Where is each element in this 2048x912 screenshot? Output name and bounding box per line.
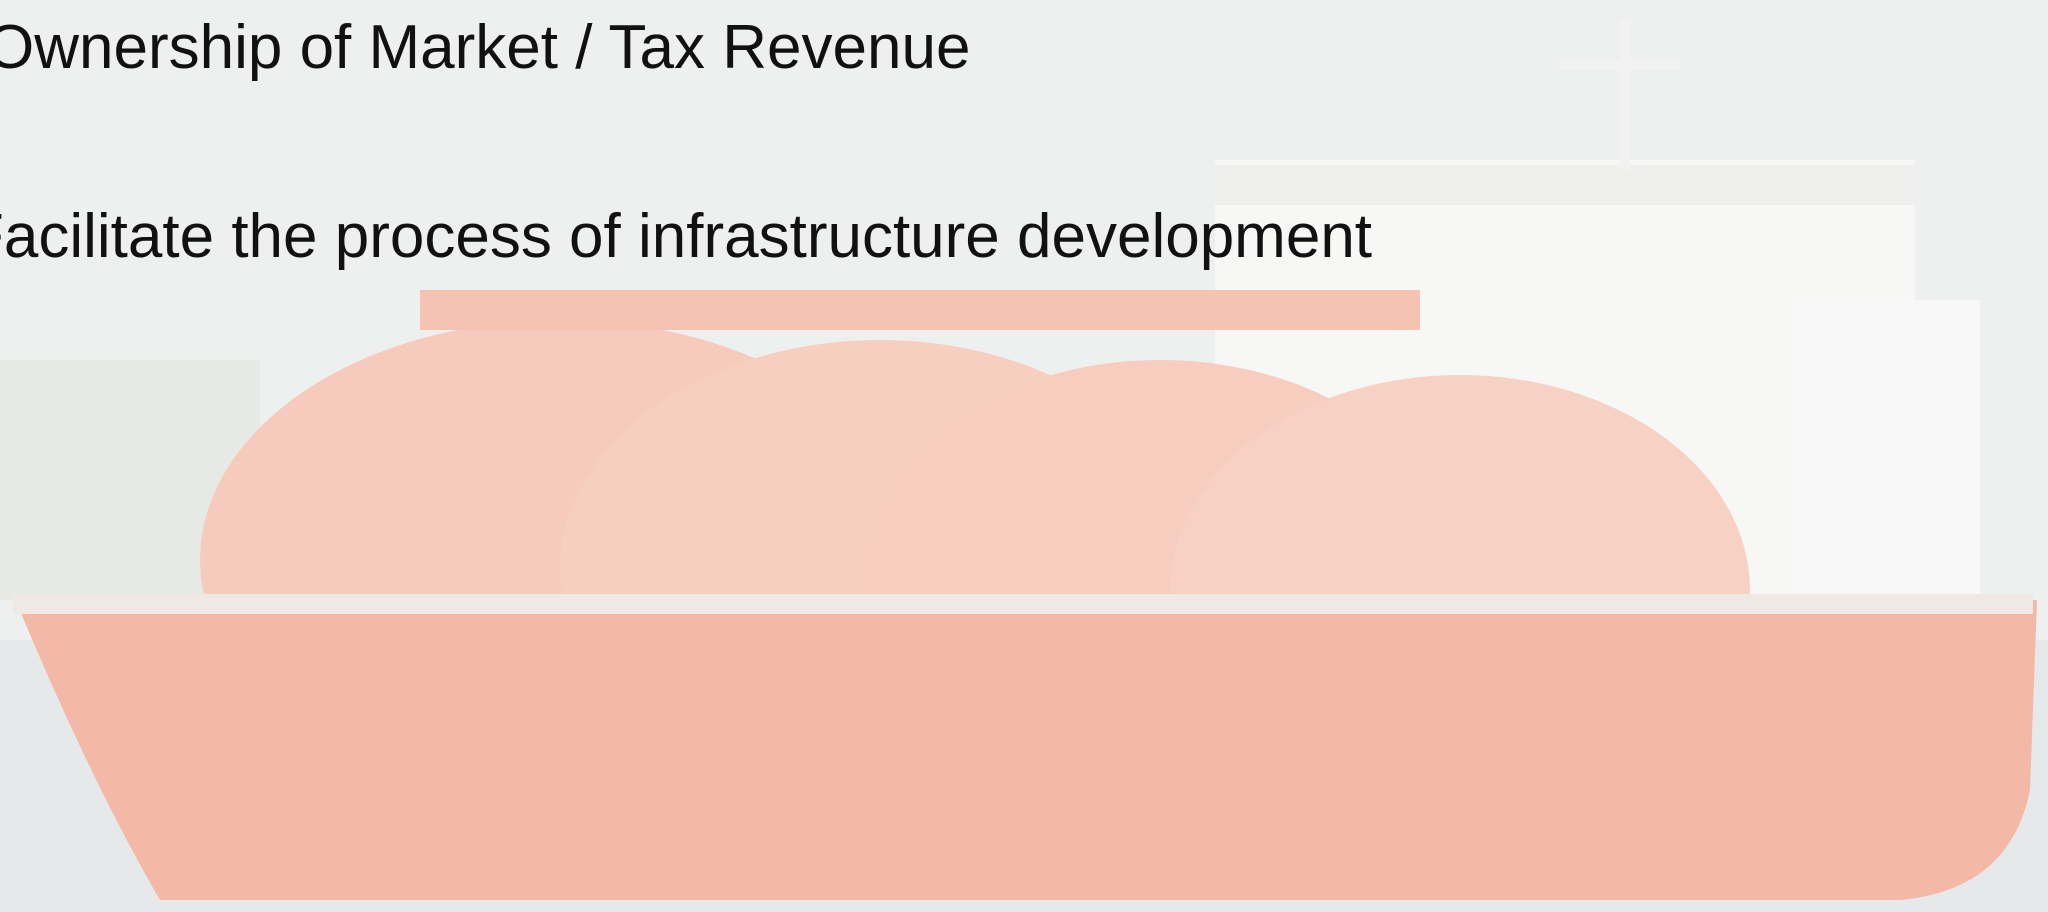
bullet-line: Ownership of Market / Tax Revenue [0,13,970,82]
bullet-line: Facilitate the process of infrastructure… [0,202,1372,271]
